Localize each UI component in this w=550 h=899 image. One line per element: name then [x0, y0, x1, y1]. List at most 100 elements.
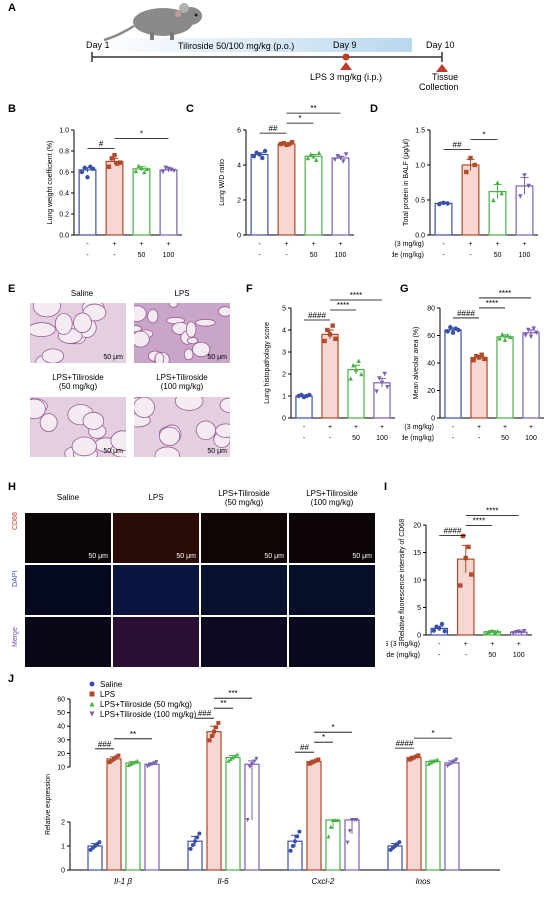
legend-marker [89, 691, 95, 697]
collection-arrow-icon [436, 64, 448, 72]
scale-bar: 50 μm [103, 448, 123, 455]
day9-marker [342, 53, 350, 61]
data-point [335, 154, 340, 159]
data-point [332, 157, 338, 162]
data-point [136, 163, 141, 168]
data-point [144, 166, 150, 172]
data-point [526, 183, 531, 189]
x-lps-sign: + [311, 241, 315, 248]
data-point [347, 829, 352, 834]
scale-bar: 50 μm [103, 354, 123, 361]
data-point [117, 160, 123, 165]
data-point [307, 392, 312, 398]
lps-injection-icon [340, 62, 352, 70]
data-point [351, 363, 356, 368]
x-lps-sign: + [490, 641, 494, 648]
sig-label: * [482, 130, 485, 139]
y-tick-label: 1.5 [415, 128, 425, 135]
data-point [251, 154, 257, 159]
bar [496, 336, 514, 419]
sig-label: #### [444, 526, 462, 535]
data-point [305, 155, 311, 161]
data-point [466, 544, 471, 550]
x-lps-sign: + [495, 241, 499, 248]
sig-label: **** [350, 291, 362, 300]
sig-label: ## [269, 124, 278, 133]
data-point [407, 757, 412, 762]
sig-label: **** [486, 299, 498, 308]
data-point [160, 169, 166, 175]
legend-label: LPS+Tiliroside (50 mg/kg) [100, 700, 192, 709]
category-label: Inos [415, 877, 430, 886]
y-tick-label: 0.4 [59, 191, 69, 198]
data-point [316, 150, 322, 155]
x-til-sign: - [329, 435, 332, 442]
data-point [516, 629, 521, 634]
data-point [260, 155, 265, 161]
he-texture [30, 398, 126, 457]
data-point [116, 753, 121, 758]
x-lps-sign: - [452, 424, 455, 431]
data-point [112, 153, 117, 158]
data-point [333, 336, 338, 341]
y-tick-label: 0 [61, 868, 65, 875]
bar [225, 756, 241, 871]
data-point [428, 760, 433, 765]
y-tick-label: 2 [61, 820, 65, 827]
data-point [109, 758, 114, 763]
data-point [354, 818, 359, 822]
data-point [231, 755, 235, 760]
y-axis-label: Lung weight coefficient (%) [47, 141, 54, 225]
x-lps-sign: + [464, 641, 468, 648]
data-point [212, 729, 216, 734]
legend-label: LPS [100, 690, 115, 699]
data-point [359, 371, 364, 377]
y-tick-label: 0.0 [59, 233, 69, 240]
data-point [278, 141, 284, 147]
data-point [495, 628, 500, 634]
data-point [526, 327, 531, 333]
data-point [435, 757, 440, 762]
he-title-saline: Saline [70, 289, 94, 298]
data-point [252, 759, 257, 764]
data-point [190, 843, 195, 848]
data-point [454, 757, 459, 762]
bar [406, 756, 422, 871]
he-texture [134, 303, 230, 363]
bar [304, 155, 323, 236]
data-point [150, 762, 154, 767]
data-point [226, 758, 231, 763]
bar [78, 169, 97, 236]
x-lps-sign: + [166, 241, 170, 248]
y-tick-label: 1.0 [59, 128, 69, 135]
data-point [531, 326, 536, 331]
x-lps-sign: - [258, 241, 261, 248]
data-point [397, 840, 402, 845]
data-point [502, 337, 508, 342]
data-point [109, 156, 114, 161]
data-point [171, 168, 177, 174]
bar [206, 731, 222, 871]
he-title-lps: LPS [174, 289, 190, 298]
sig-label: ## [453, 140, 462, 149]
y-axis-label: Lung W/D ratio [219, 159, 226, 206]
data-point [85, 175, 90, 180]
if-title-lps: LPS [148, 493, 164, 502]
y-tick-label: 4 [237, 163, 241, 170]
if-image-cd68-3: 50 μm [289, 513, 375, 563]
x-til-sign: - [258, 252, 261, 259]
y-tick-label: 10 [413, 578, 421, 585]
mouse-icon [103, 3, 202, 42]
data-point [235, 752, 240, 757]
data-point [471, 358, 476, 363]
data-point [379, 380, 385, 385]
he-panel: Saline LPS 50 μm 50 μm LPS+Tiliroside (50… [20, 285, 250, 470]
data-point [288, 848, 293, 853]
data-point [254, 756, 259, 761]
row-label-merge: Merge [12, 627, 19, 647]
data-point [142, 169, 147, 175]
data-point [106, 164, 112, 169]
x-til-sign: 50 [310, 252, 318, 259]
if-title-til100: LPS+Tiliroside (100 mg/kg) [306, 489, 358, 507]
data-point [308, 152, 313, 157]
